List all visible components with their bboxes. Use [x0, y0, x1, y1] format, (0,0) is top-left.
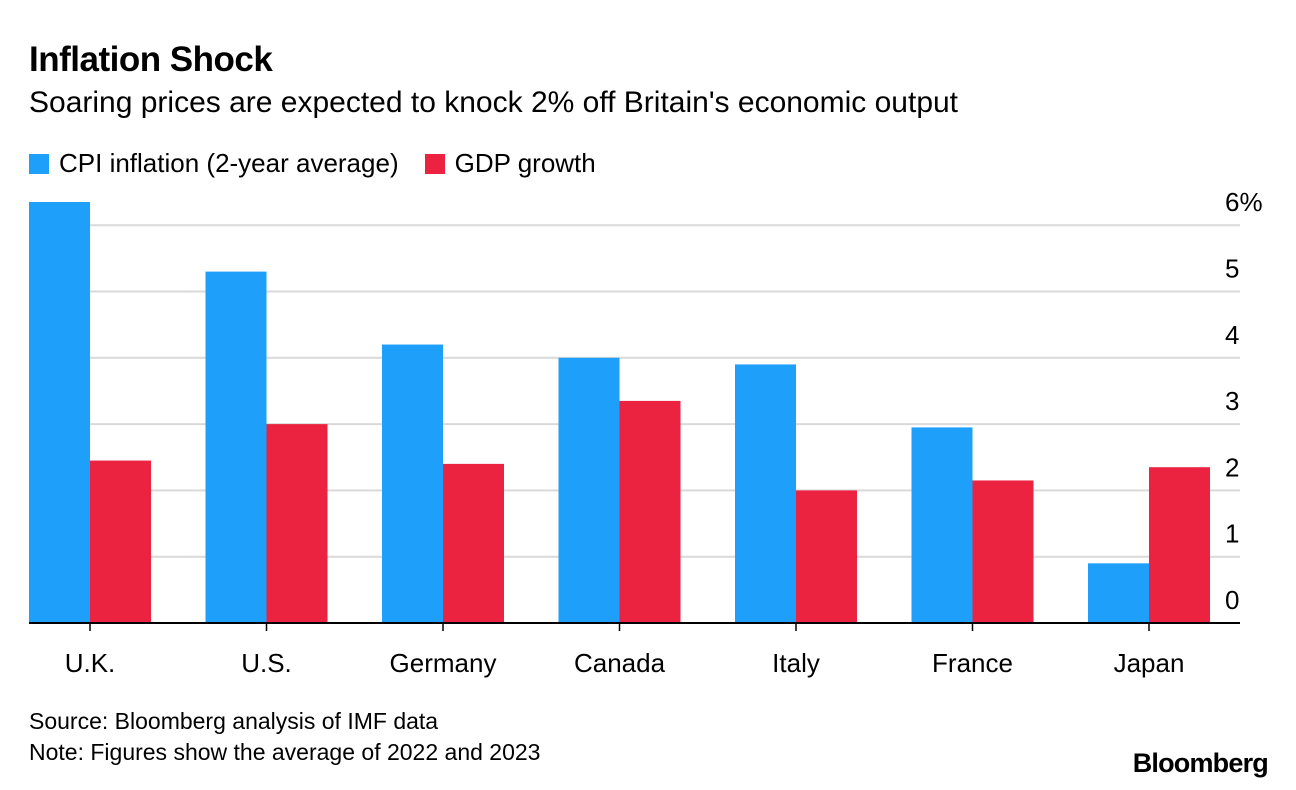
- bar-cpi: [29, 201, 90, 623]
- y-tick-label: 2: [1225, 452, 1239, 482]
- chart-notes: Source: Bloomberg analysis of IMF data N…: [29, 706, 540, 768]
- chart-subtitle: Soaring prices are expected to knock 2% …: [29, 86, 959, 119]
- bar-chart: 0 1 2 3 4 5 6% U.K. U.S. Germany Canada Italy France…: [29, 187, 1263, 678]
- bar-cpi: [205, 271, 267, 623]
- x-tick-label: Japan: [1114, 648, 1185, 678]
- legend-swatch-gdp: [424, 153, 445, 174]
- bloomberg-logo: Bloomberg: [1132, 748, 1269, 778]
- y-tick-label: 5: [1225, 254, 1239, 284]
- legend-label-gdp: GDP growth: [454, 148, 596, 178]
- y-tick-label: 6%: [1225, 187, 1263, 217]
- bar-gdp: [443, 463, 504, 623]
- bar-cpi: [558, 357, 620, 623]
- x-tick-label: Canada: [574, 648, 666, 678]
- x-tick-label: U.K.: [65, 648, 116, 678]
- legend: CPI inflation (2-year average) GDP growt…: [29, 148, 622, 179]
- legend-item-gdp: GDP growth: [424, 148, 596, 179]
- bar-gdp: [619, 400, 681, 623]
- bar-cpi: [735, 364, 796, 623]
- legend-swatch-cpi: [29, 153, 49, 174]
- y-tick-label: 3: [1225, 386, 1239, 416]
- chart-title: Inflation Shock: [29, 40, 273, 79]
- bar-gdp: [266, 424, 328, 623]
- bar-layer: [29, 201, 1210, 623]
- x-tick-label: France: [932, 648, 1013, 678]
- bar-gdp: [972, 480, 1034, 623]
- label-layer: 0 1 2 3 4 5 6% U.K. U.S. Germany Canada Italy France…: [29, 187, 1263, 678]
- figures-note: Note: Figures show the average of 2022 a…: [29, 739, 541, 765]
- bar-gdp: [1149, 467, 1210, 623]
- bar-cpi: [1088, 563, 1149, 623]
- bar-cpi: [911, 427, 973, 623]
- x-tick-label: Italy: [772, 648, 820, 678]
- bar-cpi: [382, 344, 443, 623]
- bar-gdp: [90, 460, 151, 623]
- source-note: Source: Bloomberg analysis of IMF data: [29, 708, 439, 734]
- y-tick-label: 0: [1225, 585, 1239, 615]
- y-tick-label: 4: [1225, 320, 1239, 350]
- x-tick-label: U.S.: [241, 648, 292, 678]
- bar-gdp: [796, 490, 857, 623]
- legend-label-cpi: CPI inflation (2-year average): [59, 148, 399, 178]
- y-tick-label: 1: [1225, 519, 1239, 549]
- legend-item-cpi: CPI inflation (2-year average): [29, 148, 399, 179]
- x-tick-label: Germany: [390, 648, 497, 678]
